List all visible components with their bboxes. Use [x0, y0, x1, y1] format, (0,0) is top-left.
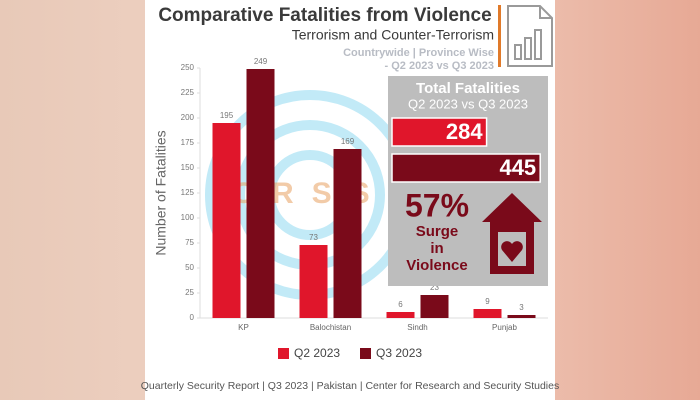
legend-swatch [360, 348, 371, 359]
bar [386, 312, 415, 318]
period: - Q2 2023 vs Q3 2023 [385, 60, 494, 72]
chart-title: Comparative Fatalities from Violence [158, 5, 491, 26]
report-icon [507, 5, 553, 67]
y-tick-label: 75 [185, 238, 194, 247]
plot: 0 25 50 75 100 125 150 175 200 225 250 KP 195 249 Balo… [181, 57, 536, 332]
bar [246, 69, 275, 318]
value-label: 23 [430, 283, 439, 292]
scope: Countrywide | Province Wise [343, 47, 494, 59]
surge-text: Surge [416, 223, 459, 240]
bar [299, 245, 328, 318]
value-label: 73 [309, 233, 318, 242]
chart-subtitle: Terrorism and Counter-Terrorism [292, 27, 494, 43]
panel-subtitle: Q2 2023 vs Q3 2023 [408, 96, 528, 111]
bar [333, 149, 362, 318]
panel-title: Total Fatalities [416, 80, 520, 97]
bar [473, 309, 502, 318]
legend-label: Q3 2023 [376, 346, 422, 360]
y-tick-label: 175 [181, 138, 195, 147]
x-tick-label: Sindh [407, 323, 427, 332]
value-label: 195 [220, 111, 234, 120]
footer: Quarterly Security Report | Q3 2023 | Pa… [141, 380, 559, 392]
surge-text: in [430, 240, 443, 257]
x-tick-label: Punjab [492, 323, 517, 332]
value-label: 169 [341, 137, 355, 146]
house-heart [501, 241, 523, 262]
legend-label: Q2 2023 [294, 346, 340, 360]
bar [507, 315, 536, 318]
value-label: 6 [398, 300, 403, 309]
legend: Q2 2023 Q3 2023 [278, 346, 422, 360]
value-label: 249 [254, 57, 268, 66]
y-tick-label: 150 [181, 163, 195, 172]
y-tick-label: 200 [181, 113, 195, 122]
bar [212, 123, 241, 318]
total-bar [391, 117, 488, 147]
y-tick-label: 50 [185, 263, 194, 272]
y-axis-label: Number of Fatalities [153, 130, 169, 255]
y-tick-label: 100 [181, 213, 195, 222]
y-tick-label: 0 [190, 313, 195, 322]
surge-percent: 57% [405, 187, 469, 223]
x-tick-label: Balochistan [310, 323, 351, 332]
surge-text: Violence [406, 257, 467, 274]
bar [420, 295, 449, 318]
total-label: 445 [499, 155, 536, 180]
total-bar [391, 153, 541, 183]
y-tick-label: 125 [181, 188, 195, 197]
value-label: 9 [485, 297, 490, 306]
legend-swatch [278, 348, 289, 359]
y-tick-label: 225 [181, 88, 195, 97]
y-tick-label: 25 [185, 288, 194, 297]
y-tick-label: 250 [181, 63, 195, 72]
divider [498, 5, 501, 67]
value-label: 3 [519, 303, 524, 312]
total-label: 284 [446, 119, 483, 144]
x-tick-label: KP [238, 323, 249, 332]
